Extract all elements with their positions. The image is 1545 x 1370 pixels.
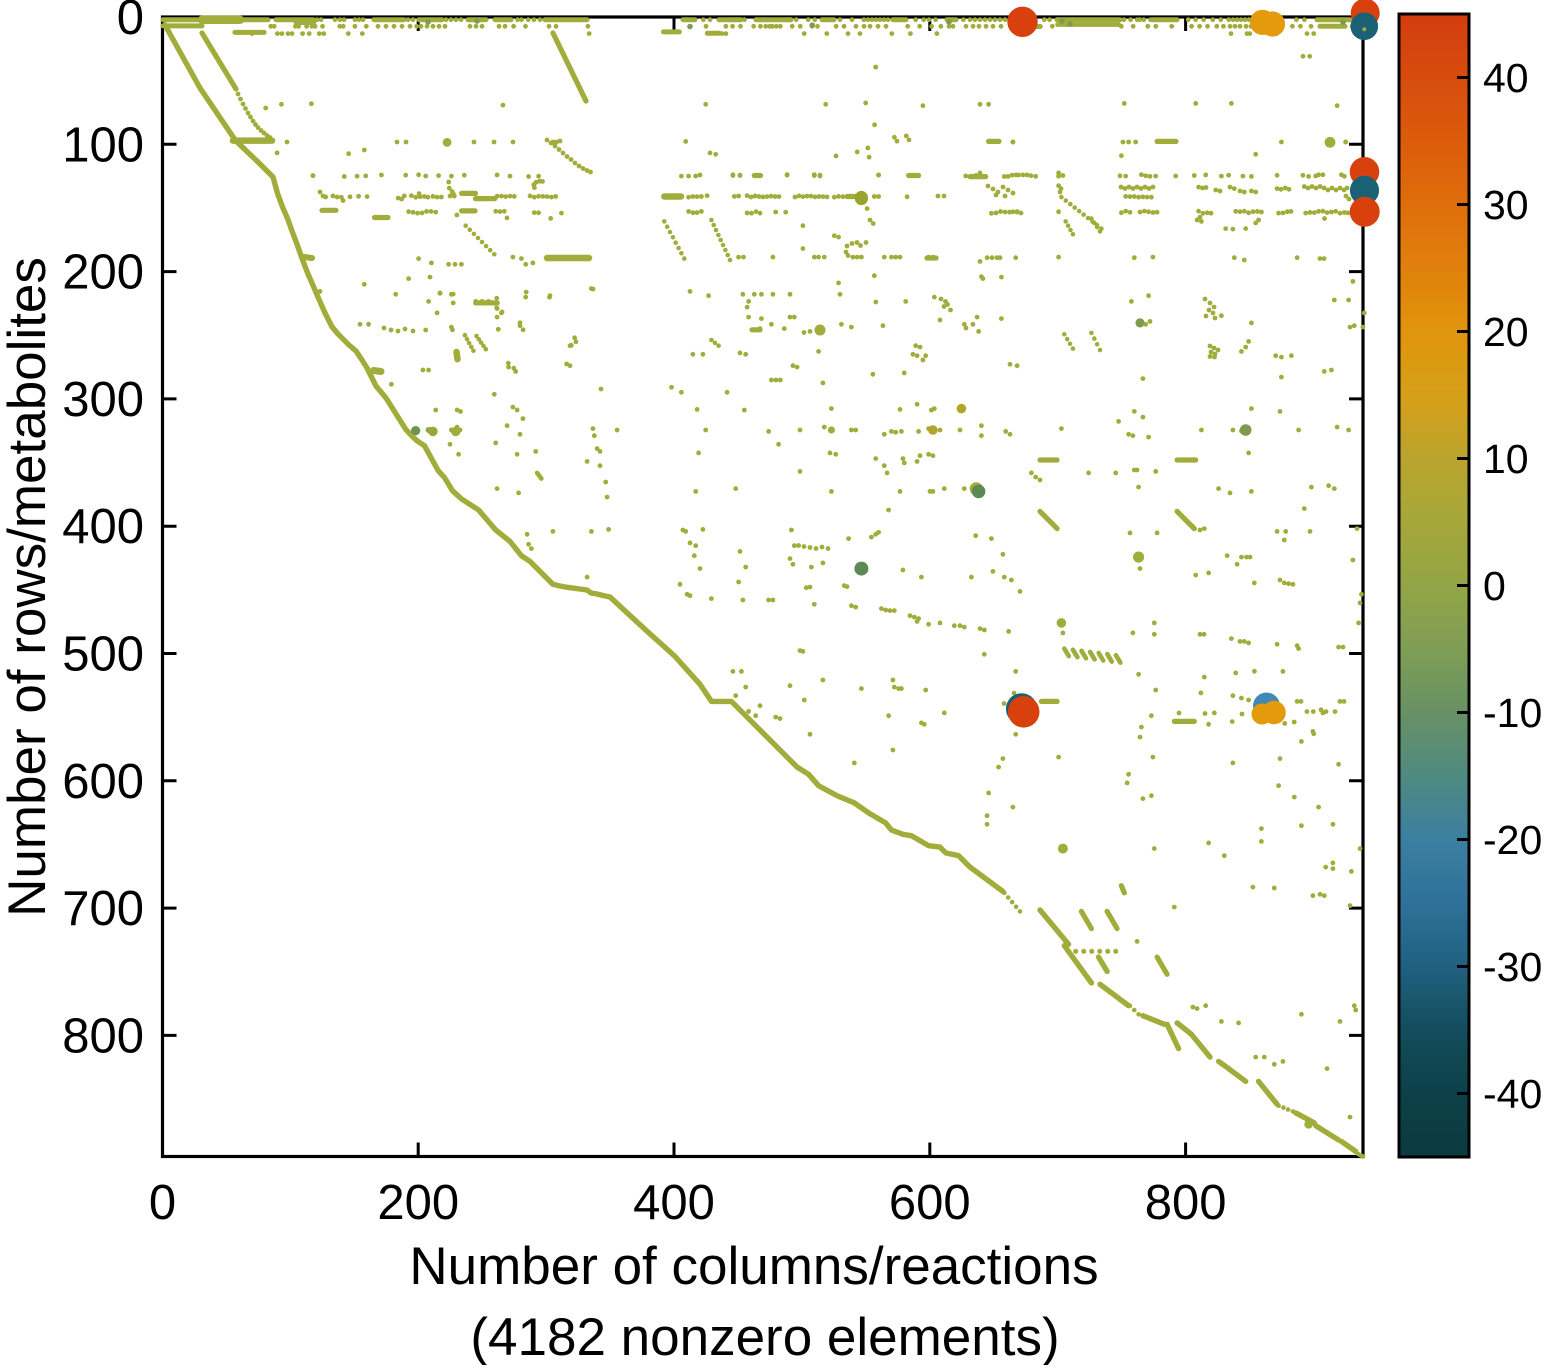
svg-text:100: 100 (62, 118, 144, 172)
svg-text:10: 10 (1483, 436, 1529, 482)
svg-text:200: 200 (377, 1176, 459, 1230)
svg-text:(4182 nonzero elements): (4182 nonzero elements) (470, 1308, 1059, 1365)
svg-text:0: 0 (1483, 563, 1506, 609)
svg-text:500: 500 (62, 628, 144, 682)
svg-text:20: 20 (1483, 309, 1529, 355)
svg-text:-40: -40 (1483, 1071, 1542, 1117)
svg-text:600: 600 (889, 1176, 971, 1230)
svg-text:-20: -20 (1483, 817, 1542, 863)
svg-text:Number of rows/metabolites: Number of rows/metabolites (0, 257, 57, 917)
svg-text:40: 40 (1483, 55, 1529, 101)
svg-text:30: 30 (1483, 182, 1529, 228)
svg-text:600: 600 (62, 755, 144, 809)
svg-text:-10: -10 (1483, 690, 1542, 736)
svg-text:Number of columns/reactions: Number of columns/reactions (409, 1237, 1098, 1296)
svg-text:0: 0 (149, 1176, 176, 1230)
svg-text:-30: -30 (1483, 944, 1542, 990)
svg-text:0: 0 (117, 0, 144, 45)
svg-text:200: 200 (62, 246, 144, 300)
svg-text:800: 800 (1145, 1176, 1227, 1230)
svg-text:400: 400 (62, 500, 144, 554)
svg-text:400: 400 (633, 1176, 715, 1230)
svg-text:300: 300 (62, 373, 144, 427)
svg-text:800: 800 (62, 1009, 144, 1063)
svg-text:700: 700 (62, 882, 144, 936)
